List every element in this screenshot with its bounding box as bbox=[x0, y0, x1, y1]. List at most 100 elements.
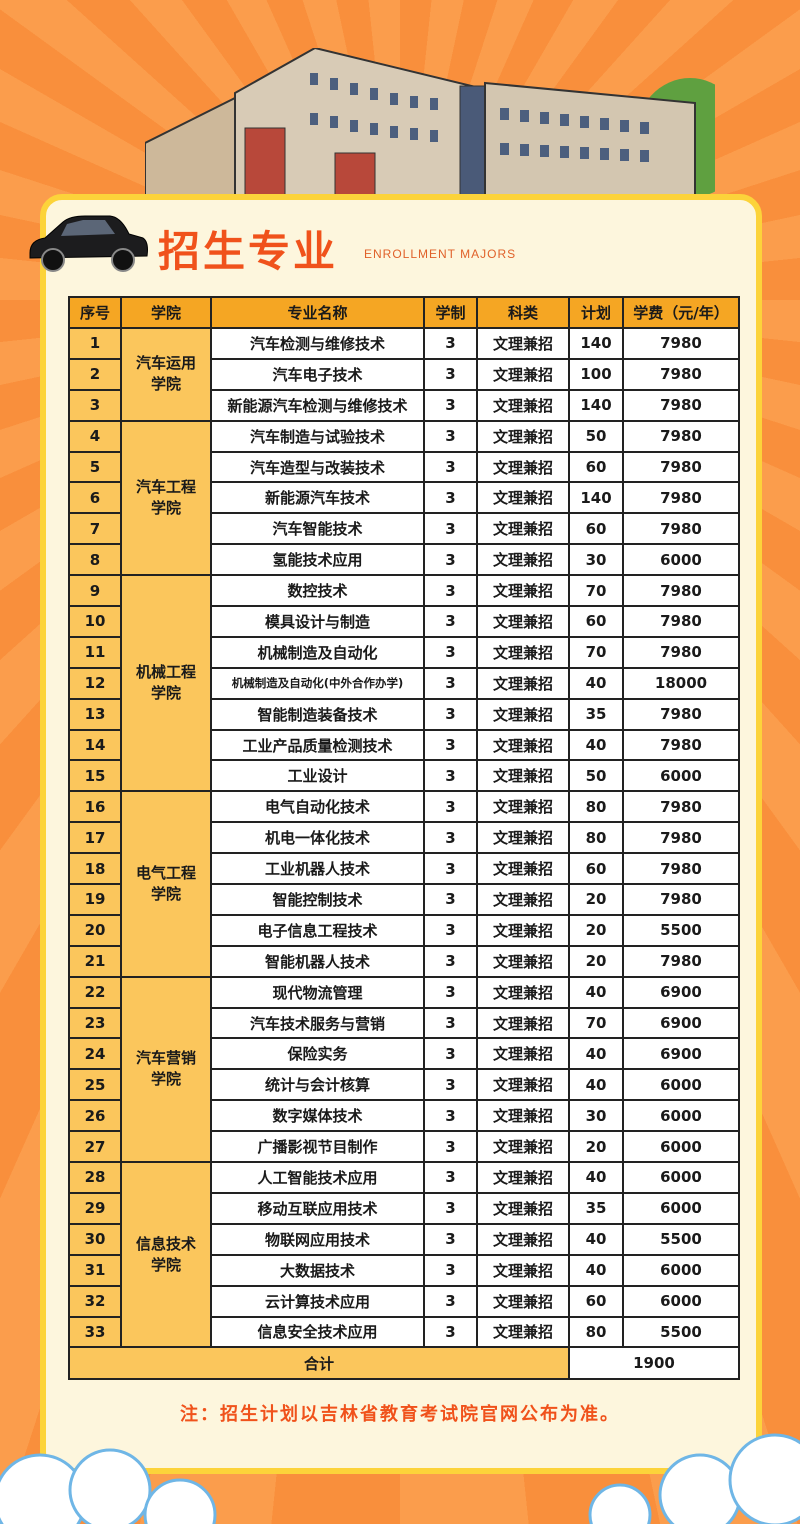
enrollment-plan: 60 bbox=[568, 450, 624, 484]
row-number: 4 bbox=[68, 419, 122, 453]
tuition-fee: 7980 bbox=[622, 512, 740, 546]
major-name: 机械制造及自动化(中外合作办学) bbox=[210, 666, 425, 700]
tuition-fee: 5500 bbox=[622, 1315, 740, 1349]
table-row: 3 新能源汽车检测与维修技术 3 文理兼招 140 7980 bbox=[68, 388, 740, 422]
major-name: 智能制造装备技术 bbox=[210, 697, 425, 731]
row-number: 11 bbox=[68, 635, 122, 669]
table-row: 26 数字媒体技术 3 文理兼招 30 6000 bbox=[68, 1099, 740, 1133]
study-years: 3 bbox=[423, 1161, 478, 1194]
row-number: 22 bbox=[68, 975, 122, 1009]
category: 文理兼招 bbox=[476, 1253, 570, 1287]
row-number: 15 bbox=[68, 759, 122, 793]
enrollment-plan: 35 bbox=[568, 697, 624, 731]
table-row: 12 机械制造及自动化(中外合作办学) 3 文理兼招 40 18000 bbox=[68, 666, 740, 700]
enrollment-plan: 70 bbox=[568, 574, 624, 608]
major-name: 统计与会计核算 bbox=[210, 1068, 425, 1102]
category: 文理兼招 bbox=[476, 1284, 570, 1318]
study-years: 3 bbox=[423, 975, 478, 1009]
study-years: 3 bbox=[423, 388, 478, 422]
college-cell: 信息技术学院 bbox=[120, 1161, 212, 1349]
study-years: 3 bbox=[423, 728, 478, 762]
row-number: 10 bbox=[68, 605, 122, 638]
college-cell: 汽车运用学院 bbox=[120, 327, 212, 422]
study-years: 3 bbox=[423, 1037, 478, 1071]
study-years: 3 bbox=[423, 1099, 478, 1133]
study-years: 3 bbox=[423, 1284, 478, 1318]
tuition-fee: 6900 bbox=[622, 975, 740, 1009]
tuition-fee: 7980 bbox=[622, 790, 740, 824]
enrollment-plan: 20 bbox=[568, 1130, 624, 1164]
enrollment-plan: 60 bbox=[568, 1284, 624, 1318]
study-years: 3 bbox=[423, 481, 478, 515]
tuition-fee: 7980 bbox=[622, 450, 740, 484]
row-number: 30 bbox=[68, 1222, 122, 1256]
tuition-fee: 6000 bbox=[622, 1068, 740, 1102]
major-name: 物联网应用技术 bbox=[210, 1222, 425, 1256]
total-value: 1900 bbox=[568, 1346, 740, 1381]
enrollment-plan: 70 bbox=[568, 635, 624, 669]
study-years: 3 bbox=[423, 1222, 478, 1256]
column-header: 科类 bbox=[476, 296, 570, 329]
enrollment-plan: 80 bbox=[568, 1315, 624, 1349]
tuition-fee: 18000 bbox=[622, 666, 740, 700]
footnote: 注：招生计划以吉林省教育考试院官网公布为准。 bbox=[180, 1404, 620, 1425]
row-number: 28 bbox=[68, 1161, 122, 1194]
major-name: 新能源汽车检测与维修技术 bbox=[210, 388, 425, 422]
study-years: 3 bbox=[423, 635, 478, 669]
enrollment-plan: 140 bbox=[568, 481, 624, 515]
enrollment-plan: 30 bbox=[568, 543, 624, 577]
study-years: 3 bbox=[423, 913, 478, 947]
tuition-fee: 7980 bbox=[622, 883, 740, 916]
row-number: 32 bbox=[68, 1284, 122, 1318]
category: 文理兼招 bbox=[476, 574, 570, 608]
category: 文理兼招 bbox=[476, 1161, 570, 1194]
study-years: 3 bbox=[423, 543, 478, 577]
enrollment-plan: 40 bbox=[568, 666, 624, 700]
column-header: 计划 bbox=[568, 296, 624, 329]
row-number: 29 bbox=[68, 1191, 122, 1225]
category: 文理兼招 bbox=[476, 821, 570, 855]
enrollment-plan: 40 bbox=[568, 1037, 624, 1071]
tuition-fee: 6000 bbox=[622, 543, 740, 577]
tuition-fee: 7980 bbox=[622, 821, 740, 855]
row-number: 16 bbox=[68, 790, 122, 824]
table-row: 5 汽车造型与改装技术 3 文理兼招 60 7980 bbox=[68, 450, 740, 484]
table-row: 33 信息安全技术应用 3 文理兼招 80 5500 bbox=[68, 1315, 740, 1349]
category: 文理兼招 bbox=[476, 635, 570, 669]
major-name: 工业产品质量检测技术 bbox=[210, 728, 425, 762]
major-name: 现代物流管理 bbox=[210, 975, 425, 1009]
row-number: 14 bbox=[68, 728, 122, 762]
category: 文理兼招 bbox=[476, 1037, 570, 1071]
tuition-fee: 7980 bbox=[622, 357, 740, 391]
study-years: 3 bbox=[423, 759, 478, 793]
table-row: 10 模具设计与制造 3 文理兼招 60 7980 bbox=[68, 605, 740, 638]
table-row: 27 广播影视节目制作 3 文理兼招 20 6000 bbox=[68, 1130, 740, 1164]
tuition-fee: 6000 bbox=[622, 1191, 740, 1225]
row-number: 9 bbox=[68, 574, 122, 608]
table-row: 14 工业产品质量检测技术 3 文理兼招 40 7980 bbox=[68, 728, 740, 762]
row-number: 27 bbox=[68, 1130, 122, 1164]
major-name: 数控技术 bbox=[210, 574, 425, 608]
enrollment-plan: 40 bbox=[568, 1253, 624, 1287]
tuition-fee: 7980 bbox=[622, 419, 740, 453]
study-years: 3 bbox=[423, 790, 478, 824]
study-years: 3 bbox=[423, 944, 478, 978]
study-years: 3 bbox=[423, 605, 478, 638]
category: 文理兼招 bbox=[476, 1099, 570, 1133]
table-row: 7 汽车智能技术 3 文理兼招 60 7980 bbox=[68, 512, 740, 546]
enrollment-plan: 40 bbox=[568, 1222, 624, 1256]
major-name: 汽车智能技术 bbox=[210, 512, 425, 546]
college-name: 汽车运用学院 bbox=[135, 354, 196, 394]
majors-table: 序号 学院 专业名称 学制 科类 计划 学费（元/年） 1 汽车运用学院 汽车检测与维修技术 3 文… bbox=[68, 296, 740, 1381]
tuition-fee: 6000 bbox=[622, 759, 740, 793]
row-number: 19 bbox=[68, 883, 122, 916]
major-name: 汽车制造与试验技术 bbox=[210, 419, 425, 453]
row-number: 7 bbox=[68, 512, 122, 546]
enrollment-plan: 40 bbox=[568, 975, 624, 1009]
college-name: 汽车工程学院 bbox=[135, 477, 196, 517]
tuition-fee: 7980 bbox=[622, 635, 740, 669]
enrollment-plan: 60 bbox=[568, 605, 624, 638]
enrollment-plan: 70 bbox=[568, 1006, 624, 1040]
major-name: 电气自动化技术 bbox=[210, 790, 425, 824]
tuition-fee: 7980 bbox=[622, 574, 740, 608]
